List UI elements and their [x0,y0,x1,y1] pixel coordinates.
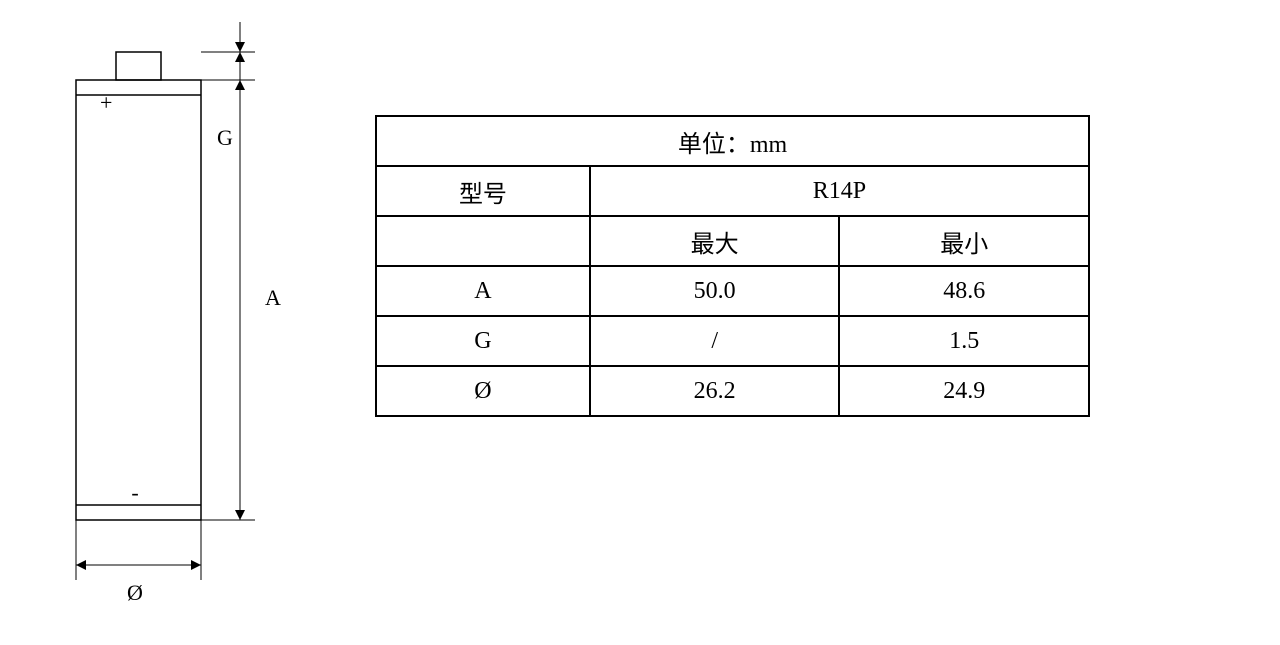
model-header: 型号 [376,166,590,216]
dimension-table: 单位：mm 型号 R14P 最大 最小 A 50.0 48.6 G / 1.5 [375,115,1090,417]
param-min: 1.5 [839,316,1089,366]
max-header: 最大 [590,216,840,266]
unit-header: 单位：mm [376,116,1089,166]
param-max: 26.2 [590,366,840,416]
model-value: R14P [590,166,1089,216]
param-min: 48.6 [839,266,1089,316]
param-max: / [590,316,840,366]
param-label: Ø [376,366,590,416]
battery-diagram: + - A G Ø [20,10,330,630]
table-row: A 50.0 48.6 [376,266,1089,316]
blank-cell [376,216,590,266]
param-min: 24.9 [839,366,1089,416]
table-row: Ø 26.2 24.9 [376,366,1089,416]
svg-text:-: - [131,480,138,505]
svg-text:A: A [265,285,281,310]
param-max: 50.0 [590,266,840,316]
table-row: G / 1.5 [376,316,1089,366]
min-header: 最小 [839,216,1089,266]
param-label: A [376,266,590,316]
svg-text:+: + [100,90,112,115]
param-label: G [376,316,590,366]
svg-text:Ø: Ø [127,580,143,605]
svg-text:G: G [217,125,233,150]
